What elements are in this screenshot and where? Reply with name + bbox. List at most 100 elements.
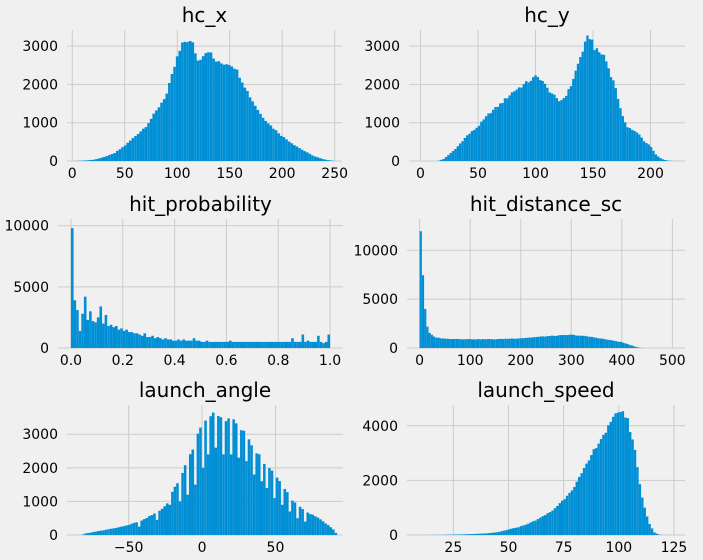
histogram-bar	[200, 341, 204, 348]
subplot-hit-distance-sc: 0 100 200 300 400 5000500010000hit_distance_s…	[353, 192, 685, 369]
histogram-bar	[319, 341, 323, 348]
histogram-bar	[585, 463, 588, 535]
histogram-bar	[123, 145, 127, 161]
histogram-bar	[247, 439, 251, 535]
histogram-bar	[520, 87, 523, 161]
histogram-bar	[311, 514, 315, 535]
histogram-bar	[466, 339, 469, 348]
histogram-bar	[499, 338, 502, 348]
histogram-bar	[314, 516, 317, 535]
histogram-bar	[160, 508, 164, 535]
histogram-bar	[599, 338, 603, 348]
histogram-bar	[534, 75, 537, 161]
histogram-bar	[488, 533, 491, 535]
histogram-bar	[468, 133, 471, 161]
histogram-bar	[155, 519, 159, 535]
histogram-bar	[475, 127, 478, 161]
histogram-bar	[522, 525, 525, 535]
histogram-bar	[102, 530, 105, 535]
histogram-bar	[252, 474, 256, 535]
histogram-bar	[144, 127, 148, 161]
histogram-bar	[524, 81, 528, 161]
histogram-bar	[561, 500, 564, 535]
histogram-bar	[534, 520, 537, 535]
histogram-bar	[642, 141, 646, 161]
histogram-bar	[485, 533, 489, 535]
histogram-bar	[579, 57, 582, 161]
histogram-bar	[134, 135, 137, 161]
histogram-bar	[119, 526, 123, 535]
x-tick-label: 250	[321, 166, 348, 182]
histogram-bar	[615, 341, 618, 348]
histogram-bar	[559, 335, 562, 348]
histogram-bar	[546, 336, 549, 348]
histogram-bar	[102, 323, 105, 348]
histogram-bar	[261, 117, 265, 161]
histogram-bar	[614, 413, 617, 535]
histogram-bar	[593, 337, 596, 348]
histogram-bar	[151, 335, 154, 348]
histogram-bar	[444, 157, 448, 161]
histogram-bar	[628, 128, 632, 161]
histogram-bar	[159, 338, 162, 348]
histogram-bar	[156, 336, 160, 348]
histogram-bar	[633, 130, 636, 161]
histogram-bar	[505, 530, 508, 535]
histogram-bar	[557, 101, 561, 161]
histogram-bar	[326, 525, 330, 535]
histogram-bar	[513, 91, 516, 161]
histogram-bar	[236, 341, 240, 348]
histogram-bar	[548, 512, 552, 535]
histogram-bar	[230, 66, 234, 161]
y-tick-label: 10000	[353, 243, 398, 259]
histogram-bar	[528, 337, 531, 348]
histogram-bar	[638, 484, 642, 535]
histogram-bar	[563, 499, 566, 535]
histogram-bar	[209, 52, 213, 161]
histogram-bar	[244, 341, 248, 348]
histogram-bar	[508, 95, 511, 161]
histogram-bar	[532, 77, 535, 161]
histogram-bar	[313, 156, 317, 161]
histogram-bar	[186, 494, 189, 535]
histogram-bar	[459, 339, 462, 348]
histogram-bar	[306, 512, 310, 535]
histogram-bar	[99, 306, 103, 348]
histogram-bar	[270, 341, 274, 348]
histogram-bar	[113, 153, 116, 161]
histogram-bar	[129, 140, 132, 161]
histogram-bar	[298, 341, 302, 348]
x-tick-label: 0.0	[60, 353, 82, 369]
histogram-bar	[283, 341, 286, 348]
histogram-bar	[94, 322, 97, 348]
histogram-bar	[551, 510, 554, 535]
histogram-bar	[196, 60, 200, 162]
histogram-bar	[541, 516, 545, 535]
histogram-bar	[321, 521, 325, 535]
x-tick-label: 50	[267, 540, 285, 556]
histogram-bar	[521, 338, 525, 348]
histogram-bar	[293, 341, 297, 348]
histogram-bar	[242, 430, 246, 535]
histogram-bar	[555, 98, 558, 161]
histogram-bar	[607, 68, 610, 161]
histogram-bar	[608, 340, 611, 348]
histogram-bar	[575, 481, 578, 535]
histogram-bar	[537, 336, 540, 348]
histogram-bar	[495, 339, 498, 348]
histogram-bar	[246, 90, 249, 161]
histogram-bar	[303, 521, 307, 535]
histogram-bar	[600, 54, 603, 161]
histogram-bar	[621, 411, 625, 535]
x-tick-label: 100	[457, 353, 484, 369]
histogram-bar	[260, 341, 263, 348]
histogram-bar	[329, 527, 333, 535]
histogram-bar	[466, 135, 469, 161]
histogram-bar	[70, 228, 74, 348]
histogram-bar	[631, 129, 634, 161]
histogram-bar	[220, 63, 223, 161]
histogram-bar	[280, 504, 284, 535]
histogram-bar	[640, 137, 643, 161]
histogram-bar	[148, 515, 151, 535]
